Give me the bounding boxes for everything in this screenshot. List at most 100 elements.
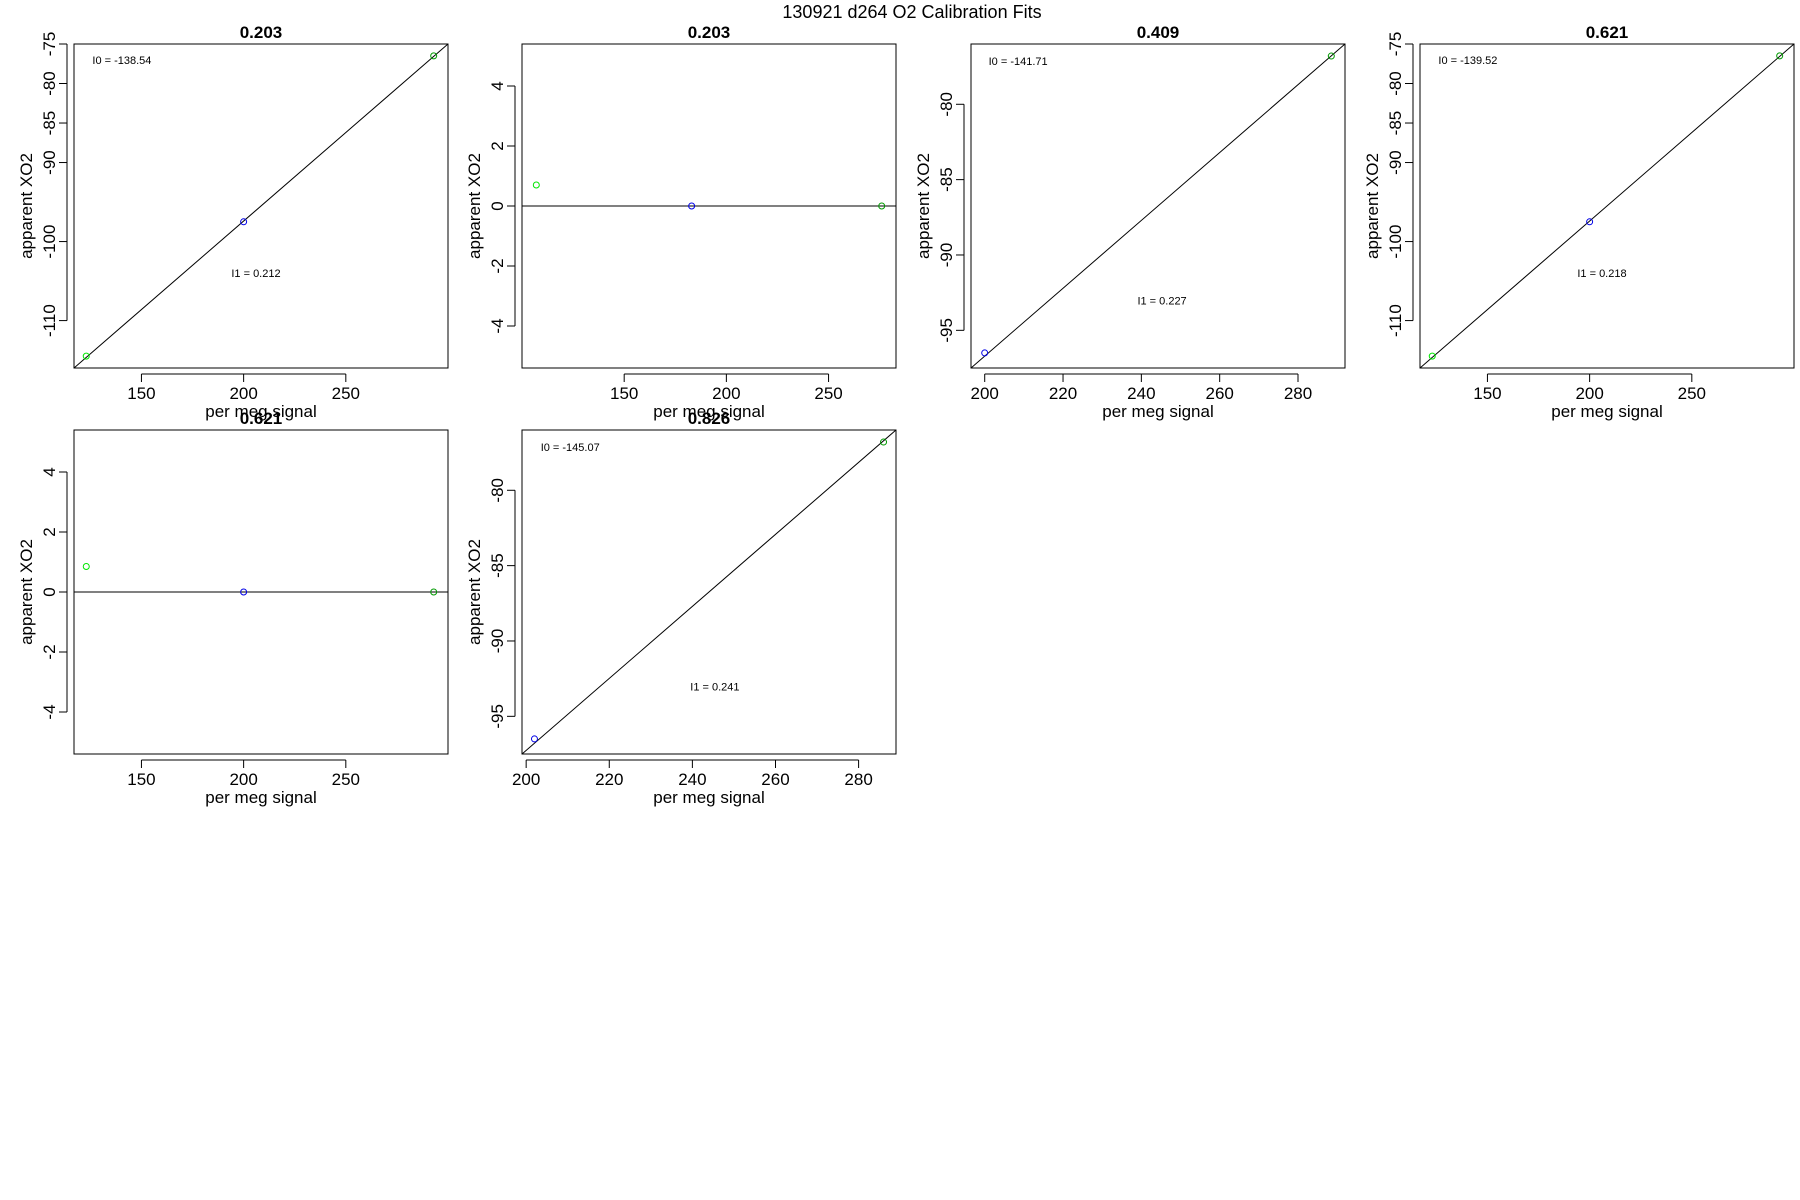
x-tick-label: 150 bbox=[610, 384, 638, 403]
y-tick-label: -80 bbox=[1386, 71, 1405, 96]
y-axis-label: apparent XO2 bbox=[465, 153, 484, 259]
data-point bbox=[532, 181, 540, 189]
y-tick-label: -110 bbox=[1386, 304, 1405, 337]
plot-content bbox=[971, 44, 1345, 368]
x-tick-label: 250 bbox=[332, 384, 360, 403]
y-tick-label: -95 bbox=[937, 318, 956, 343]
y-axis-label: apparent XO2 bbox=[465, 539, 484, 645]
panel-title: 0.203 bbox=[240, 23, 283, 42]
fit-annotation: I0 = -145.07 bbox=[541, 442, 600, 454]
plot-frame bbox=[73, 43, 449, 369]
x-tick-label: 250 bbox=[1678, 384, 1706, 403]
y-tick-label: -85 bbox=[40, 111, 59, 136]
plot-content bbox=[522, 181, 896, 210]
figure-title: 130921 d264 O2 Calibration Fits bbox=[782, 2, 1041, 22]
y-axis: -95 -90 -85 -80 apparent XO2 bbox=[465, 478, 516, 729]
y-axis: -4 -2 0 2 4 apparent XO2 bbox=[17, 467, 68, 720]
y-tick-label: -110 bbox=[40, 304, 59, 337]
x-tick-label: 200 bbox=[512, 770, 540, 789]
y-tick-label: 0 bbox=[40, 587, 59, 596]
x-axis-label: per meg signal bbox=[1551, 402, 1663, 421]
fit-annotation: I1 = 0.212 bbox=[231, 268, 280, 280]
fit-annotation: I1 = 0.218 bbox=[1577, 268, 1626, 280]
x-axis: 200 220 240 260 280 per meg signal bbox=[971, 373, 1312, 421]
plot-frame bbox=[970, 43, 1346, 369]
x-axis: 200 220 240 260 280 per meg signal bbox=[512, 759, 873, 807]
x-axis: 150 200 250 per meg signal bbox=[1473, 373, 1706, 421]
data-point bbox=[430, 588, 438, 596]
fit-annotation: I1 = 0.241 bbox=[690, 682, 739, 694]
y-tick-label: -80 bbox=[488, 478, 507, 503]
fit-line bbox=[74, 44, 448, 368]
x-axis-label: per meg signal bbox=[205, 402, 317, 421]
plot-frame bbox=[1419, 43, 1795, 369]
panel-title: 0.826 bbox=[688, 409, 731, 428]
x-axis-label: per meg signal bbox=[1102, 402, 1214, 421]
x-axis: 150 200 250 per meg signal bbox=[610, 373, 843, 421]
x-tick-label: 260 bbox=[761, 770, 789, 789]
x-axis-label: per meg signal bbox=[205, 788, 317, 807]
fit-line bbox=[1420, 44, 1794, 368]
x-tick-label: 280 bbox=[844, 770, 872, 789]
y-tick-label: -2 bbox=[40, 644, 59, 659]
x-tick-label: 200 bbox=[712, 384, 740, 403]
y-tick-label: -100 bbox=[1386, 225, 1405, 259]
y-axis-label: apparent XO2 bbox=[1363, 153, 1382, 259]
y-axis-label: apparent XO2 bbox=[17, 153, 36, 259]
fit-line bbox=[971, 44, 1345, 368]
y-tick-label: -85 bbox=[1386, 111, 1405, 136]
data-point bbox=[1776, 52, 1784, 60]
y-tick-label: -4 bbox=[40, 704, 59, 719]
x-tick-label: 240 bbox=[1127, 384, 1155, 403]
y-axis: -4 -2 0 2 4 apparent XO2 bbox=[465, 81, 516, 334]
panel-3: 0.409 200 220 240 260 280 per meg signal -95 -90… bbox=[914, 23, 1346, 421]
plot-content bbox=[74, 44, 448, 368]
plot-content bbox=[522, 430, 896, 754]
y-tick-label: 4 bbox=[40, 467, 59, 476]
x-tick-label: 280 bbox=[1284, 384, 1312, 403]
fit-line bbox=[522, 430, 896, 754]
fit-annotation: I0 = -141.71 bbox=[989, 56, 1048, 68]
y-tick-label: 0 bbox=[488, 201, 507, 210]
x-tick-label: 220 bbox=[1049, 384, 1077, 403]
y-tick-label: -100 bbox=[40, 225, 59, 259]
data-point bbox=[82, 563, 90, 570]
x-axis-label: per meg signal bbox=[653, 788, 765, 807]
x-tick-label: 250 bbox=[332, 770, 360, 789]
plot-content bbox=[1420, 44, 1794, 368]
y-tick-label: -80 bbox=[40, 71, 59, 96]
y-axis-label: apparent XO2 bbox=[17, 539, 36, 645]
y-axis: -110 -100 -90 -85 -80 -75 apparent XO2 bbox=[17, 32, 68, 337]
panel-title: 0.621 bbox=[240, 409, 283, 428]
data-point bbox=[1327, 52, 1335, 60]
y-tick-label: -75 bbox=[1386, 32, 1405, 57]
data-point bbox=[430, 52, 438, 60]
panel-title: 0.203 bbox=[688, 23, 731, 42]
panel-2: 0.203 150 200 250 per meg signal -4 -2 0 2 4 appar… bbox=[465, 23, 897, 421]
fit-annotation: I0 = -138.54 bbox=[92, 55, 151, 67]
y-tick-label: -2 bbox=[488, 258, 507, 273]
fit-annotation: I1 = 0.227 bbox=[1137, 296, 1186, 308]
x-tick-label: 150 bbox=[127, 384, 155, 403]
panel-title: 0.409 bbox=[1137, 23, 1180, 42]
plot-content bbox=[74, 563, 448, 596]
y-tick-label: -90 bbox=[488, 629, 507, 654]
data-point bbox=[688, 202, 696, 210]
x-tick-label: 150 bbox=[1473, 384, 1501, 403]
plot-frame bbox=[521, 429, 897, 755]
y-tick-label: -90 bbox=[937, 243, 956, 268]
y-tick-label: -85 bbox=[937, 167, 956, 192]
y-tick-label: 4 bbox=[488, 81, 507, 90]
y-tick-label: 2 bbox=[40, 527, 59, 536]
x-tick-label: 200 bbox=[971, 384, 999, 403]
x-tick-label: 200 bbox=[1575, 384, 1603, 403]
x-axis: 150 200 250 per meg signal bbox=[127, 759, 360, 807]
y-tick-label: -4 bbox=[488, 318, 507, 333]
y-tick-label: -95 bbox=[488, 704, 507, 729]
panel-title: 0.621 bbox=[1586, 23, 1629, 42]
x-tick-label: 200 bbox=[229, 770, 257, 789]
